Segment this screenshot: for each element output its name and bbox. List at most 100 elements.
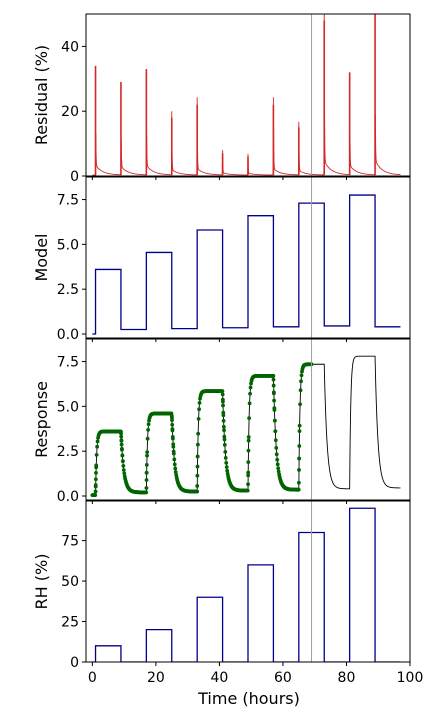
- y-tick-label-2: 40: [61, 39, 79, 55]
- response-data-point-421: [271, 373, 276, 378]
- response-data-point-186: [170, 418, 174, 423]
- response-data-point-244: [195, 489, 200, 494]
- response-data-point-487: [297, 429, 302, 434]
- response-data-point-426: [272, 398, 277, 403]
- response-data-point-436: [275, 457, 280, 462]
- response-data-point-491: [299, 379, 303, 384]
- response-data-point-370: [247, 416, 252, 420]
- y-tick-label-3: 7.5: [57, 193, 79, 209]
- x-axis-label: Time (hours): [197, 689, 300, 708]
- response-data-point-483: [297, 468, 301, 472]
- y-tick-label-1: 20: [61, 104, 79, 120]
- response-data-point-318: [224, 465, 229, 470]
- response-data-point-10: [93, 477, 98, 482]
- response-data-point-482: [296, 480, 301, 485]
- response-data-point-198: [173, 466, 178, 471]
- response-data-point-252: [196, 416, 201, 421]
- y-axis-label: Residual (%): [32, 45, 51, 145]
- y-tick-label-2: 5.0: [57, 237, 79, 253]
- response-data-point-134: [146, 428, 151, 432]
- residual-panel: 0 20 40 Residual (%): [32, 13, 411, 185]
- response-data-point-490: [298, 388, 303, 393]
- y-tick-label-0: 0.0: [57, 327, 79, 343]
- response-data-point-189: [170, 428, 175, 433]
- response-data-point-367: [246, 448, 251, 453]
- plot-area: [92, 14, 401, 176]
- panel-frame: [85, 338, 411, 501]
- response-data-point-78: [121, 468, 126, 472]
- response-data-point-368: [246, 438, 251, 443]
- response-data-point-125: [144, 490, 149, 495]
- response-data-point-196: [172, 457, 177, 462]
- response-data-point-433: [273, 438, 278, 443]
- response-data-point-306: [221, 403, 225, 408]
- response-data-point-129: [144, 470, 149, 475]
- y-tick-label-1: 2.5: [57, 282, 79, 298]
- response-data-point-425: [271, 391, 276, 396]
- model-panel: 0.0 2.5 5.0 7.5 Model: [32, 176, 411, 343]
- y-tick-label-1: 25: [61, 615, 79, 631]
- response-data-point-13: [94, 463, 99, 468]
- response-data-point-308: [221, 413, 226, 418]
- y-tick-label-0: 0: [70, 169, 79, 185]
- response-data-point-250: [195, 442, 200, 447]
- plot-area: [92, 501, 401, 662]
- y-tick-label-3: 7.5: [57, 355, 79, 371]
- response-data-point-481: [296, 487, 301, 492]
- response-data-point-15: [95, 444, 100, 449]
- y-tick-label-2: 50: [61, 574, 79, 590]
- rh-series-line: [92, 507, 401, 662]
- x-tick-label-0: 0: [88, 670, 97, 686]
- response-data-point-422: [271, 377, 276, 382]
- y-tick-label-3: 75: [61, 534, 79, 550]
- x-tick-label-3: 60: [274, 670, 292, 686]
- response-data-point-249: [195, 454, 200, 459]
- response-data-point-315: [223, 450, 228, 454]
- response-data-point-195: [171, 451, 176, 456]
- response-data-point-70: [119, 442, 124, 447]
- response-data-point-7: [93, 489, 98, 494]
- response-data-point-247: [195, 464, 200, 469]
- response-data-point-127: [144, 478, 149, 482]
- response-data-point-76: [120, 459, 125, 464]
- response-data-point-434: [274, 445, 279, 450]
- response-data-point-311: [222, 428, 226, 433]
- response-data-point-305: [221, 399, 225, 404]
- response-data-point-428: [272, 408, 277, 412]
- plot-area: [90, 339, 401, 500]
- y-tick-label-0: 0.0: [57, 489, 79, 505]
- response-data-point-302: [220, 389, 225, 394]
- response-data-point-435: [274, 452, 279, 457]
- response-data-point-317: [224, 460, 229, 465]
- response-data-point-197: [172, 462, 177, 467]
- response-data-point-303: [220, 392, 225, 397]
- response-data-point-251: [196, 431, 201, 436]
- response-data-point-319: [225, 468, 230, 473]
- response-data-point-430: [272, 418, 277, 423]
- response-data-point-362: [245, 488, 250, 493]
- response-data-point-314: [222, 443, 227, 447]
- y-tick-label-2: 5.0: [57, 399, 79, 415]
- response-data-point-309: [221, 418, 226, 423]
- response-data-point-253: [197, 407, 201, 412]
- response-data-point-437: [275, 462, 280, 467]
- response-data-point-14: [94, 452, 99, 457]
- response-data-point-316: [223, 455, 228, 460]
- response-data-point-132: [145, 450, 150, 455]
- response-data-point-79: [122, 471, 127, 476]
- x-tick-label-2: 40: [210, 670, 228, 686]
- response-data-point-372: [248, 391, 252, 396]
- y-axis-label: RH (%): [32, 554, 51, 610]
- response-data-point-16: [95, 439, 100, 444]
- response-data-point-193: [171, 444, 176, 449]
- x-tick-label-1: 20: [147, 670, 165, 686]
- response-data-point-187: [170, 422, 175, 427]
- response-data-point-486: [297, 444, 302, 448]
- rh-panel: 0 25 50 75 RH (%) 0 20 40 60 80 100: [32, 500, 423, 686]
- response-data-point-365: [246, 470, 251, 475]
- response-data-point-126: [144, 486, 149, 490]
- response-data-point-371: [247, 401, 252, 406]
- response-panel: 0.0 2.5 5.0 7.5 Response: [32, 338, 411, 505]
- response-data-point-133: [145, 436, 150, 441]
- response-data-point-492: [299, 373, 304, 378]
